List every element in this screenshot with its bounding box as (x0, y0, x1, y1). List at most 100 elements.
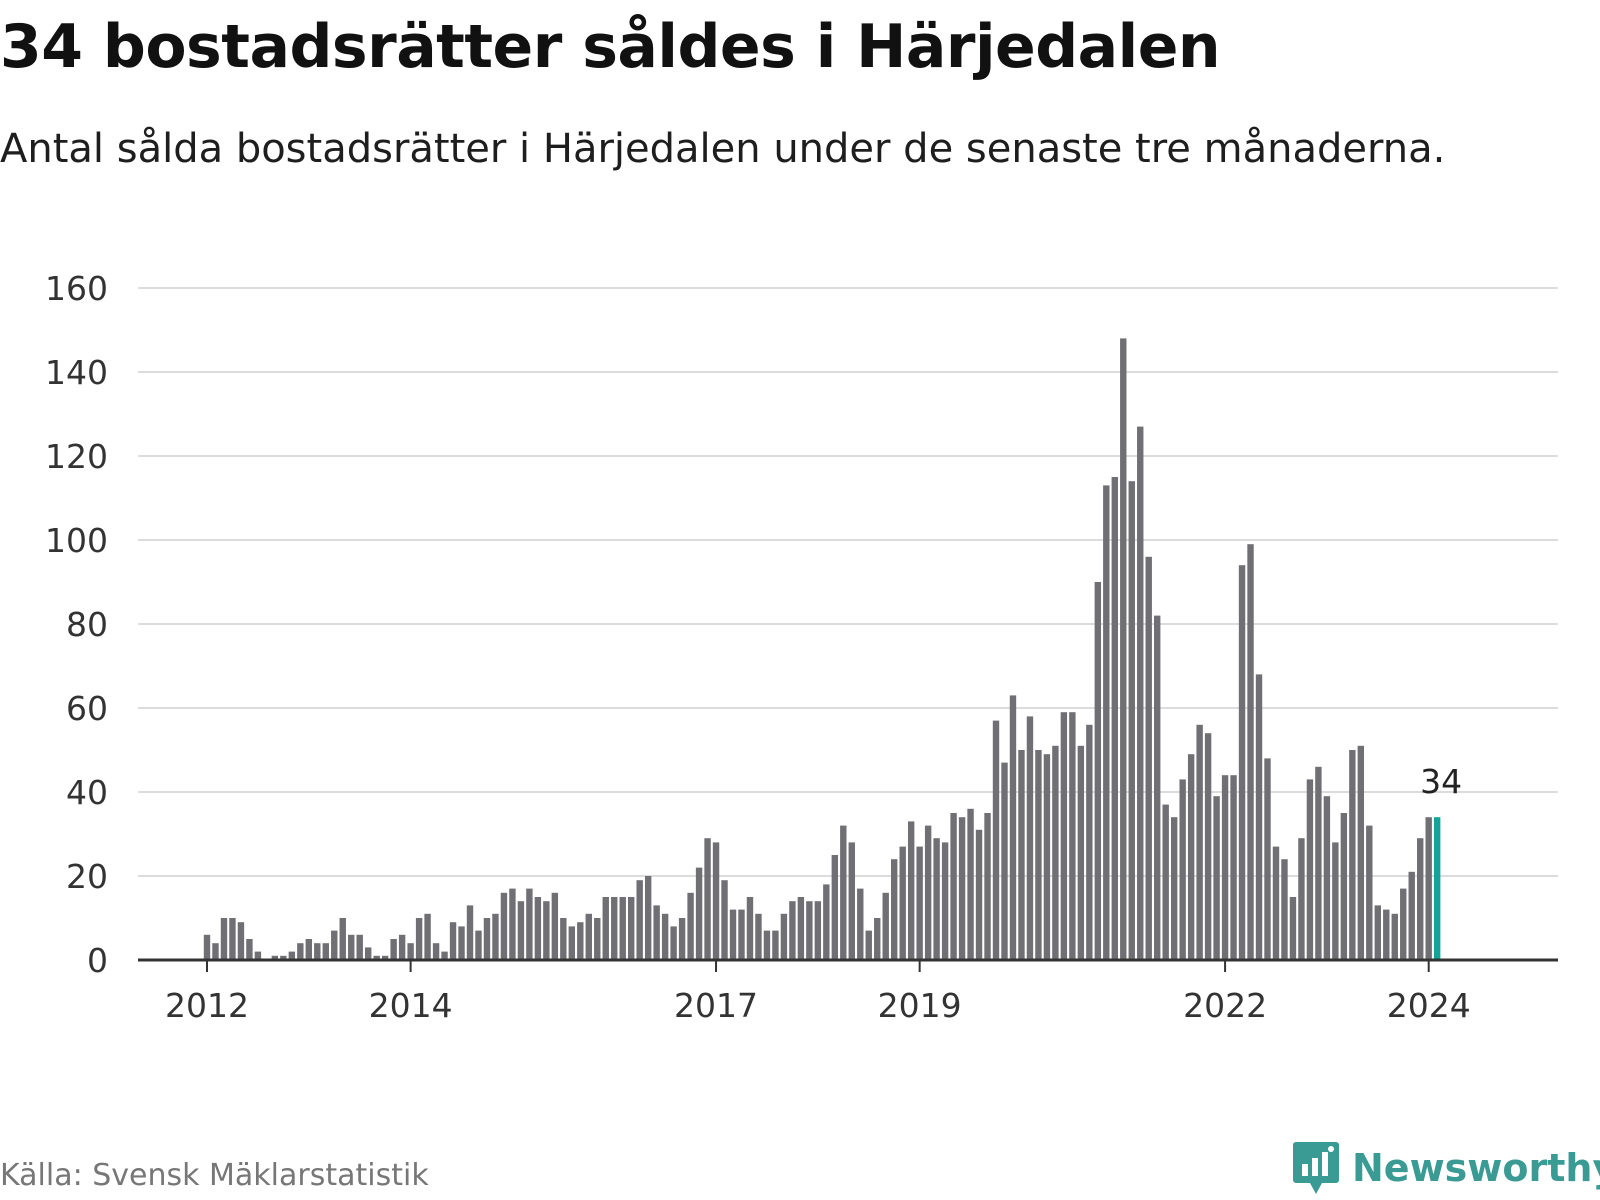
bar (882, 892, 889, 960)
bar (288, 951, 296, 960)
bar (1162, 804, 1169, 960)
newsworthy-logo-icon (1293, 1142, 1339, 1194)
bar (449, 922, 457, 960)
bar (975, 829, 983, 960)
bar (1043, 754, 1051, 960)
bar (984, 813, 991, 960)
bar (1052, 745, 1059, 960)
bar (602, 897, 609, 960)
bar (1425, 817, 1432, 960)
bar (1374, 905, 1381, 960)
bar (1332, 842, 1339, 960)
bar (1264, 758, 1271, 960)
bar (220, 918, 228, 960)
bar (415, 918, 423, 960)
bar (1154, 615, 1161, 960)
bar (1357, 745, 1365, 960)
bar (280, 955, 287, 960)
bar (1306, 779, 1314, 960)
bar (551, 892, 559, 960)
gridlines (138, 287, 1558, 877)
brand-name: Newsworthy (1352, 1146, 1600, 1190)
bar (1340, 813, 1348, 960)
bar (848, 842, 855, 960)
bar (611, 897, 618, 960)
y-tick-label: 140 (45, 353, 108, 392)
y-tick-label: 100 (45, 521, 108, 560)
bar (594, 918, 601, 960)
bar (1204, 733, 1212, 960)
bar (1001, 762, 1008, 960)
bar (1281, 859, 1288, 960)
bar (958, 817, 966, 960)
bar (840, 825, 847, 960)
y-tick-label: 80 (66, 605, 108, 644)
bar (373, 955, 380, 960)
bar (907, 821, 915, 960)
x-tick-label: 2022 (1183, 986, 1267, 1025)
bar (1298, 838, 1305, 960)
bar (1238, 565, 1246, 960)
bar (585, 913, 592, 960)
bar (687, 892, 694, 960)
bar (721, 880, 728, 960)
bar (1383, 909, 1390, 960)
chart-title: 34 bostadsrätter såldes i Härjedalen (0, 12, 1221, 82)
bar (348, 934, 355, 960)
bar (1026, 716, 1034, 960)
bar (237, 922, 245, 960)
bar (356, 934, 363, 960)
bar (398, 934, 406, 960)
bar (1349, 750, 1356, 960)
y-tick-label: 20 (66, 857, 108, 896)
x-tick-label: 2024 (1387, 986, 1471, 1025)
x-tick-label: 2014 (369, 986, 453, 1025)
bar (1230, 775, 1237, 960)
bar (857, 888, 864, 960)
bar (992, 720, 1000, 960)
bar (1111, 477, 1118, 960)
bar (780, 913, 788, 960)
bar (755, 913, 762, 960)
bar (1323, 796, 1331, 960)
bar (560, 918, 567, 960)
bar (695, 867, 703, 960)
bar (789, 901, 796, 960)
bar (509, 888, 516, 960)
bar (254, 951, 262, 960)
value-label: 34 (1420, 762, 1462, 801)
bar (424, 913, 431, 960)
bar (704, 838, 711, 960)
bar (1289, 897, 1297, 960)
bar (1179, 779, 1186, 960)
bar (1009, 695, 1017, 960)
y-tick-label: 40 (66, 773, 108, 812)
bar (1417, 838, 1424, 960)
bar (619, 897, 626, 960)
y-axis-labels: 0 20 40 60 80 100 120 140 160 (45, 269, 108, 980)
bar (950, 813, 957, 960)
bar (1077, 745, 1085, 960)
bar (1145, 556, 1152, 960)
bar (1103, 485, 1110, 960)
bar (661, 913, 669, 960)
bar (331, 930, 338, 960)
bar (212, 943, 219, 960)
bar (772, 930, 779, 960)
x-axis-labels: 2012 2014 2017 2019 2022 2024 (165, 986, 1471, 1025)
y-tick-label: 120 (45, 437, 108, 476)
bar (1137, 426, 1144, 961)
bar (738, 909, 745, 960)
bar (466, 905, 474, 960)
bar (1187, 754, 1195, 960)
x-axis (138, 958, 1558, 972)
bar (1272, 846, 1280, 960)
annotations: 34 (1420, 762, 1462, 801)
bar (1391, 913, 1398, 960)
bar (203, 934, 211, 960)
bar (653, 905, 660, 960)
y-tick-label: 0 (87, 941, 108, 980)
bar (797, 897, 805, 960)
bar (441, 951, 448, 960)
